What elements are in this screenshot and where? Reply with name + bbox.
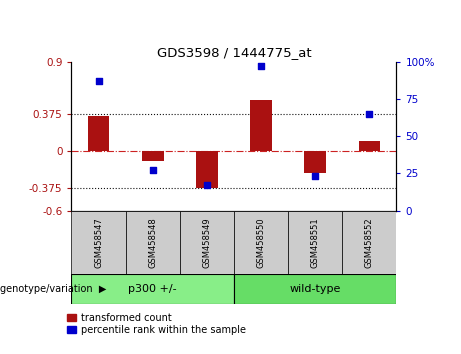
Point: [95, 79, 102, 84]
Point: [257, 64, 265, 69]
Bar: [250, 99, 272, 151]
Bar: [234, 274, 396, 304]
Bar: [180, 211, 234, 274]
Point: [203, 183, 211, 188]
Bar: [288, 211, 342, 274]
Bar: [88, 116, 109, 151]
Text: GSM458551: GSM458551: [311, 217, 320, 268]
Bar: [304, 151, 326, 173]
Text: GSM458547: GSM458547: [94, 217, 103, 268]
Point: [366, 111, 373, 117]
Bar: [142, 151, 164, 161]
Bar: [234, 211, 288, 274]
Text: GSM458550: GSM458550: [256, 217, 266, 268]
Point: [149, 168, 156, 173]
Bar: [125, 211, 180, 274]
Text: GSM458548: GSM458548: [148, 217, 157, 268]
Text: genotype/variation  ▶: genotype/variation ▶: [0, 284, 106, 295]
Bar: [196, 151, 218, 188]
Bar: [359, 141, 380, 151]
Text: GSM458552: GSM458552: [365, 217, 374, 268]
Text: p300 +/-: p300 +/-: [129, 284, 177, 295]
Title: GDS3598 / 1444775_at: GDS3598 / 1444775_at: [157, 46, 311, 59]
Point: [312, 173, 319, 179]
Bar: [71, 274, 234, 304]
Legend: transformed count, percentile rank within the sample: transformed count, percentile rank withi…: [67, 313, 246, 335]
Text: GSM458549: GSM458549: [202, 217, 212, 268]
Bar: [71, 211, 125, 274]
Bar: [342, 211, 396, 274]
Text: wild-type: wild-type: [290, 284, 341, 295]
